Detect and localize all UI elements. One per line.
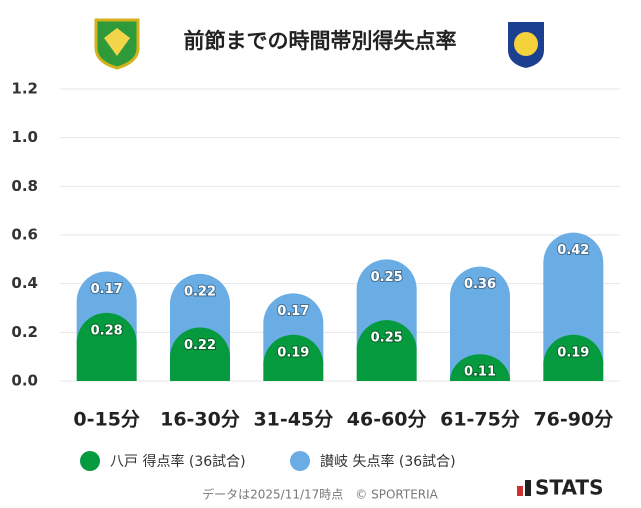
value-label: 0.25 bbox=[371, 331, 403, 346]
y-tick-label: 0.6 bbox=[11, 226, 38, 244]
value-label: 0.42 bbox=[557, 243, 589, 258]
x-tick-label: 31-45分 bbox=[253, 409, 333, 431]
legend-marker bbox=[80, 451, 100, 471]
footer-note: データは2025/11/17時点 © SPORTERIA bbox=[202, 487, 439, 502]
y-tick-label: 0.4 bbox=[11, 274, 38, 292]
value-label: 0.19 bbox=[557, 345, 589, 360]
bar-segment bbox=[76, 312, 137, 381]
bar-segment bbox=[450, 266, 510, 381]
value-label: 0.19 bbox=[277, 345, 309, 360]
bar-segment bbox=[450, 354, 510, 381]
value-label: 0.25 bbox=[371, 270, 403, 285]
x-tick-label: 16-30分 bbox=[160, 409, 240, 431]
value-label: 0.36 bbox=[464, 277, 496, 292]
y-tick-label: 1.2 bbox=[11, 80, 38, 98]
plot-area: 0.0 0.2 0.4 0.6 0.8 1.0 1.2 0-15分 0.28 0.17 16-30分… bbox=[11, 80, 620, 431]
value-label: 0.11 bbox=[464, 365, 496, 380]
x-tick-label: 46-60分 bbox=[347, 409, 427, 431]
bar-segment bbox=[263, 334, 324, 381]
value-label: 0.28 bbox=[91, 323, 123, 338]
y-tick-label: 0.8 bbox=[11, 177, 38, 195]
y-tick-label: 1.0 bbox=[11, 128, 38, 146]
home-logo bbox=[94, 18, 140, 70]
bar-segment bbox=[170, 327, 231, 381]
legend-label: 讃岐 失点率 (36試合) bbox=[320, 453, 456, 470]
brand-text: STATS bbox=[535, 476, 603, 500]
bar-segment bbox=[543, 334, 604, 381]
value-label: 0.22 bbox=[184, 284, 216, 299]
x-tick-label: 0-15分 bbox=[73, 409, 140, 431]
x-tick-label: 76-90分 bbox=[533, 409, 613, 431]
legend-marker bbox=[290, 451, 310, 471]
value-label: 0.17 bbox=[91, 282, 123, 297]
y-tick-label: 0.2 bbox=[11, 323, 38, 341]
x-tick-label: 61-75分 bbox=[440, 409, 520, 431]
away-logo bbox=[508, 22, 544, 68]
chart-title: 前節までの時間帯別得失点率 bbox=[184, 29, 457, 53]
value-label: 0.17 bbox=[277, 304, 309, 319]
legend-label: 八戸 得点率 (36試合) bbox=[110, 453, 246, 470]
y-tick-label: 0.0 bbox=[11, 372, 38, 390]
brand-logo: STATS bbox=[517, 476, 603, 500]
value-label: 0.22 bbox=[184, 338, 216, 353]
bar-segment bbox=[543, 232, 604, 365]
bar-segment bbox=[356, 320, 417, 381]
